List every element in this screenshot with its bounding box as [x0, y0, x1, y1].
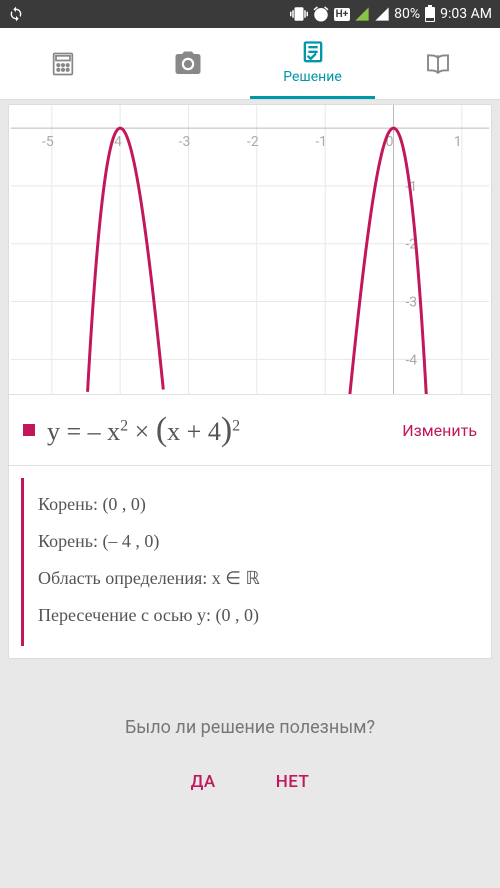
edit-button[interactable]: Изменить — [402, 421, 477, 440]
tab-camera[interactable] — [125, 28, 250, 99]
property-line: Корень: (– 4 , 0) — [38, 531, 477, 552]
tab-bar: Решение — [0, 28, 500, 100]
network-badge: H+ — [334, 8, 351, 21]
camera-icon — [173, 49, 203, 79]
content-area: -5-4-3-2-101-1-2-3-4 y = – x2 × (x + 4)2… — [0, 100, 500, 812]
property-line: Пересечение с осью y: (0 , 0) — [38, 605, 477, 626]
svg-text:1: 1 — [454, 134, 462, 150]
tab-calculator[interactable] — [0, 28, 125, 99]
tab-book[interactable] — [375, 28, 500, 99]
status-left — [8, 6, 24, 22]
status-bar: H+ 1 2 80% 9:03 AM — [0, 0, 500, 28]
svg-text:-3: -3 — [179, 134, 191, 150]
equation-row: y = – x2 × (x + 4)2 Изменить — [9, 395, 491, 466]
solution-icon — [299, 39, 327, 67]
feedback-section: Было ли решение полезным? ДА НЕТ — [8, 659, 492, 812]
battery-percent: 80% — [394, 6, 420, 22]
property-line: Корень: (0 , 0) — [38, 494, 477, 515]
svg-text:-4: -4 — [405, 352, 417, 368]
feedback-yes-button[interactable]: ДА — [191, 772, 216, 792]
book-icon — [423, 49, 453, 79]
svg-text:-3: -3 — [405, 295, 417, 311]
property-line: Область определения: x ∈ ℝ — [38, 568, 477, 589]
tab-solution-label: Решение — [283, 69, 342, 85]
calculator-icon — [49, 50, 77, 78]
signal-1-icon: 1 — [354, 6, 370, 22]
vibrate-icon — [290, 5, 308, 23]
feedback-no-button[interactable]: НЕТ — [276, 772, 310, 792]
status-right: H+ 1 2 80% 9:03 AM — [290, 5, 492, 23]
svg-text:-1: -1 — [315, 134, 327, 150]
clock-text: 9:03 AM — [440, 6, 492, 22]
signal-2-icon: 2 — [374, 6, 390, 22]
solution-card: -5-4-3-2-101-1-2-3-4 y = – x2 × (x + 4)2… — [8, 104, 492, 659]
alarm-icon — [312, 5, 330, 23]
feedback-question: Было ли решение полезным? — [8, 717, 492, 738]
equation-text: y = – x2 × (x + 4)2 — [47, 411, 402, 449]
svg-text:-2: -2 — [247, 134, 259, 150]
feedback-buttons: ДА НЕТ — [8, 772, 492, 792]
equation-marker — [23, 424, 35, 436]
battery-icon — [424, 5, 436, 23]
properties-list: Корень: (0 , 0) Корень: (– 4 , 0) Область … — [21, 478, 491, 646]
svg-text:-5: -5 — [42, 134, 54, 150]
tab-solution[interactable]: Решение — [250, 28, 375, 99]
function-chart[interactable]: -5-4-3-2-101-1-2-3-4 — [9, 105, 491, 395]
sync-icon — [8, 6, 24, 22]
